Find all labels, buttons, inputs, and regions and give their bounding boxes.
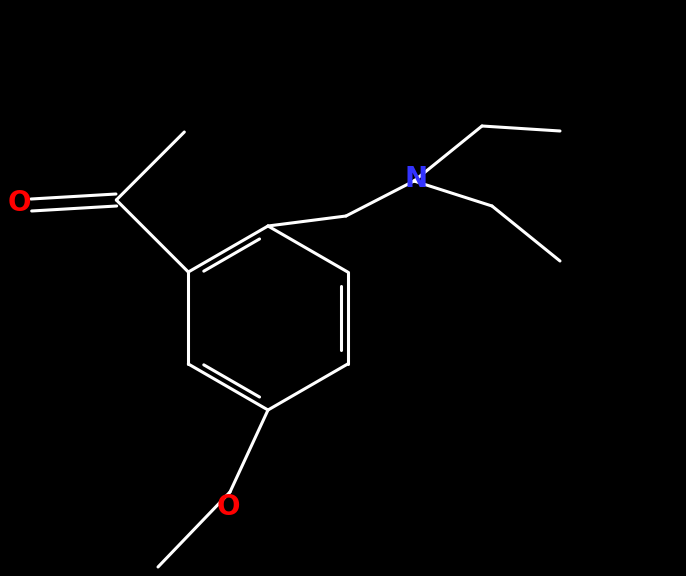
Text: N: N [405, 165, 427, 193]
Text: O: O [216, 493, 239, 521]
Text: O: O [8, 189, 31, 217]
